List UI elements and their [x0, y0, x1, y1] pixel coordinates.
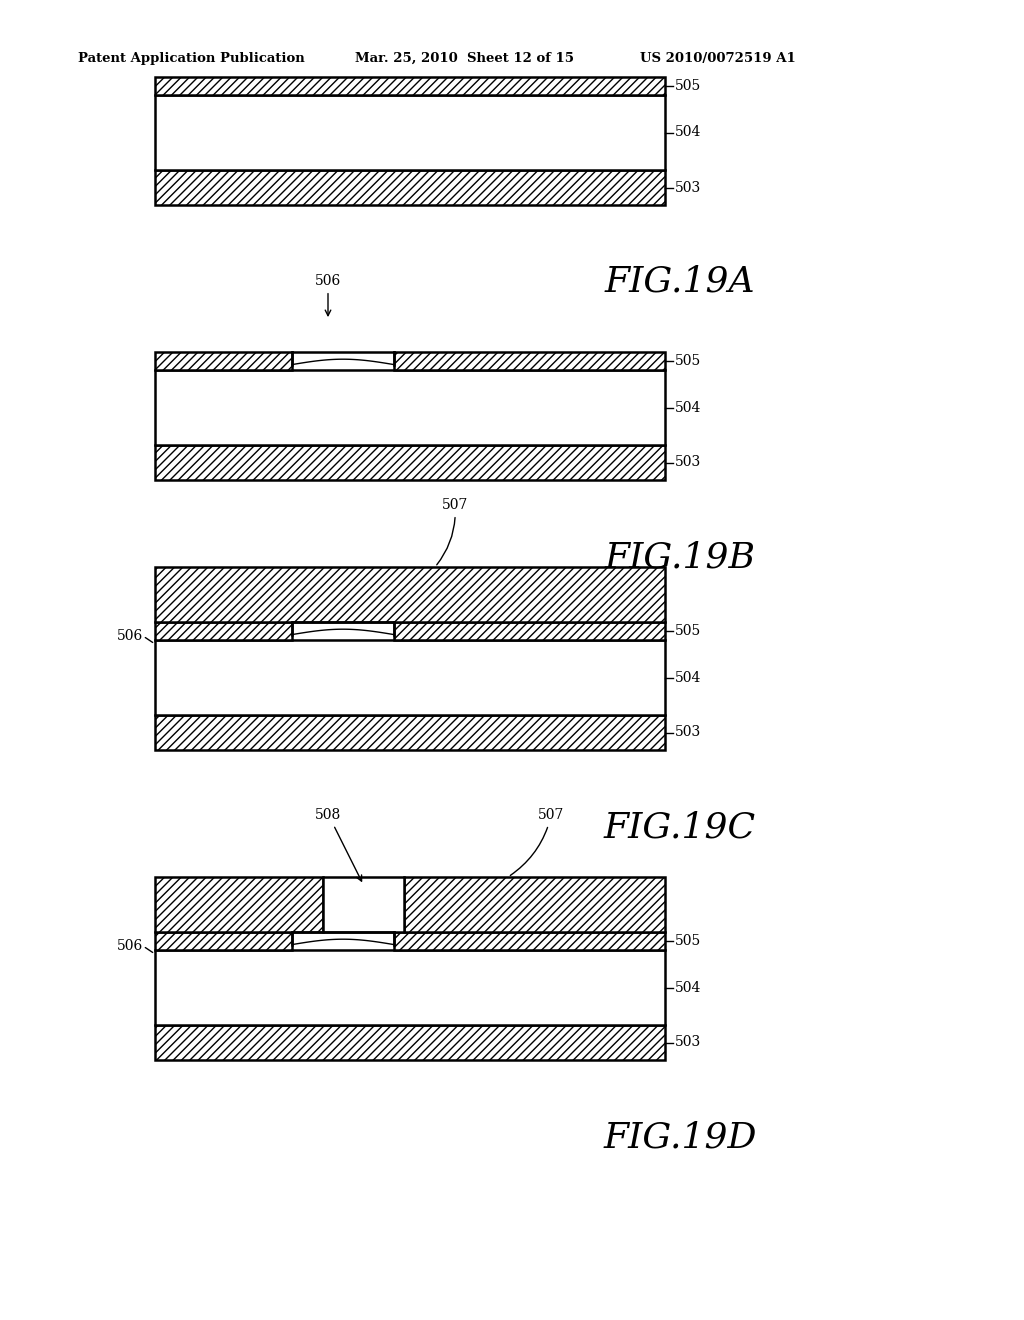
- Text: 505: 505: [675, 935, 701, 948]
- Text: 504: 504: [675, 125, 701, 140]
- Bar: [394, 932, 665, 950]
- Text: 508: 508: [315, 808, 361, 882]
- Text: 503: 503: [675, 726, 701, 739]
- Bar: [323, 876, 404, 932]
- Bar: [155, 950, 665, 1026]
- Text: Patent Application Publication: Patent Application Publication: [78, 51, 305, 65]
- Bar: [155, 568, 665, 622]
- Text: 503: 503: [675, 455, 701, 470]
- Bar: [155, 932, 292, 950]
- Text: 507: 507: [437, 498, 468, 565]
- Bar: [394, 622, 665, 640]
- Bar: [155, 95, 665, 170]
- Text: 507: 507: [510, 808, 564, 875]
- Bar: [155, 170, 665, 205]
- Bar: [155, 77, 665, 95]
- Bar: [155, 876, 323, 932]
- Text: 506: 506: [314, 275, 341, 315]
- Text: FIG.19C: FIG.19C: [604, 810, 756, 843]
- Bar: [155, 370, 665, 445]
- Text: FIG.19B: FIG.19B: [604, 540, 756, 574]
- Text: 505: 505: [675, 79, 701, 92]
- Text: 503: 503: [675, 1035, 701, 1049]
- Text: 504: 504: [675, 671, 701, 685]
- Bar: [394, 352, 665, 370]
- Bar: [404, 876, 665, 932]
- Text: FIG.19D: FIG.19D: [603, 1119, 757, 1154]
- Bar: [155, 445, 665, 480]
- Text: 506: 506: [117, 939, 143, 953]
- Text: 503: 503: [675, 181, 701, 194]
- Bar: [155, 1026, 665, 1060]
- Text: US 2010/0072519 A1: US 2010/0072519 A1: [640, 51, 796, 65]
- Bar: [155, 622, 292, 640]
- Text: 504: 504: [675, 400, 701, 414]
- Bar: [155, 640, 665, 715]
- Text: 505: 505: [675, 354, 701, 368]
- Text: 504: 504: [675, 981, 701, 994]
- Text: FIG.19A: FIG.19A: [605, 265, 756, 300]
- Text: 505: 505: [675, 624, 701, 638]
- Text: Mar. 25, 2010  Sheet 12 of 15: Mar. 25, 2010 Sheet 12 of 15: [355, 51, 574, 65]
- Text: 506: 506: [117, 630, 143, 643]
- Bar: [155, 715, 665, 750]
- Bar: [155, 352, 292, 370]
